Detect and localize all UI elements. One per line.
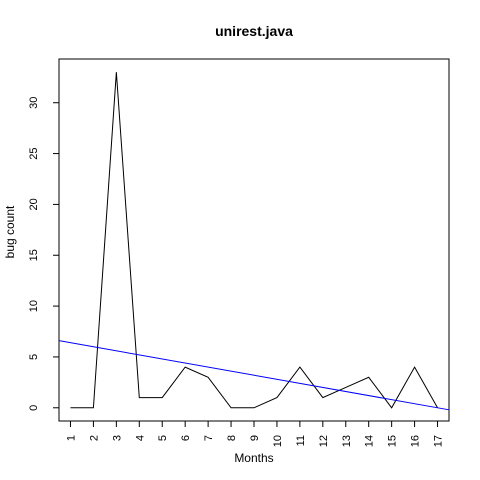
y-tick-label: 0	[28, 405, 40, 411]
x-tick-label: 9	[249, 435, 261, 441]
x-tick-label: 2	[88, 435, 100, 441]
x-tick-label: 12	[318, 435, 330, 447]
chart-title: unirest.java	[215, 23, 293, 39]
x-tick-label: 7	[203, 435, 215, 441]
y-tick-label: 20	[28, 198, 40, 210]
x-tick-label: 10	[272, 435, 284, 447]
plot-frame	[58, 58, 450, 422]
x-tick-label: 3	[111, 435, 123, 441]
x-axis-label: Months	[234, 451, 273, 465]
y-axis-label: bug count	[3, 205, 17, 258]
x-axis: 1 2 3 4 5 6 7 8 9 10 11 12 13 14 15 16 17	[65, 421, 445, 447]
x-tick-label: 14	[364, 435, 376, 447]
y-tick-label: 10	[28, 300, 40, 312]
x-tick-label: 6	[180, 435, 192, 441]
x-tick-label: 5	[157, 435, 169, 441]
x-tick-label: 15	[387, 435, 399, 447]
series-line	[70, 72, 438, 409]
x-tick-label: 4	[134, 435, 146, 441]
y-axis: 0 5 10 15 20 25 30	[28, 97, 59, 411]
trend-line	[58, 340, 450, 411]
y-tick-label: 30	[28, 97, 40, 109]
x-tick-label: 11	[295, 435, 307, 446]
x-tick-label: 1	[65, 435, 77, 441]
y-tick-label: 25	[28, 147, 40, 159]
x-tick-label: 8	[226, 435, 238, 441]
x-tick-label: 17	[433, 435, 445, 447]
series-group	[58, 72, 450, 411]
x-tick-label: 16	[410, 435, 422, 447]
y-tick-label: 15	[28, 249, 40, 261]
x-tick-label: 13	[341, 435, 353, 447]
y-tick-label: 5	[28, 354, 40, 360]
